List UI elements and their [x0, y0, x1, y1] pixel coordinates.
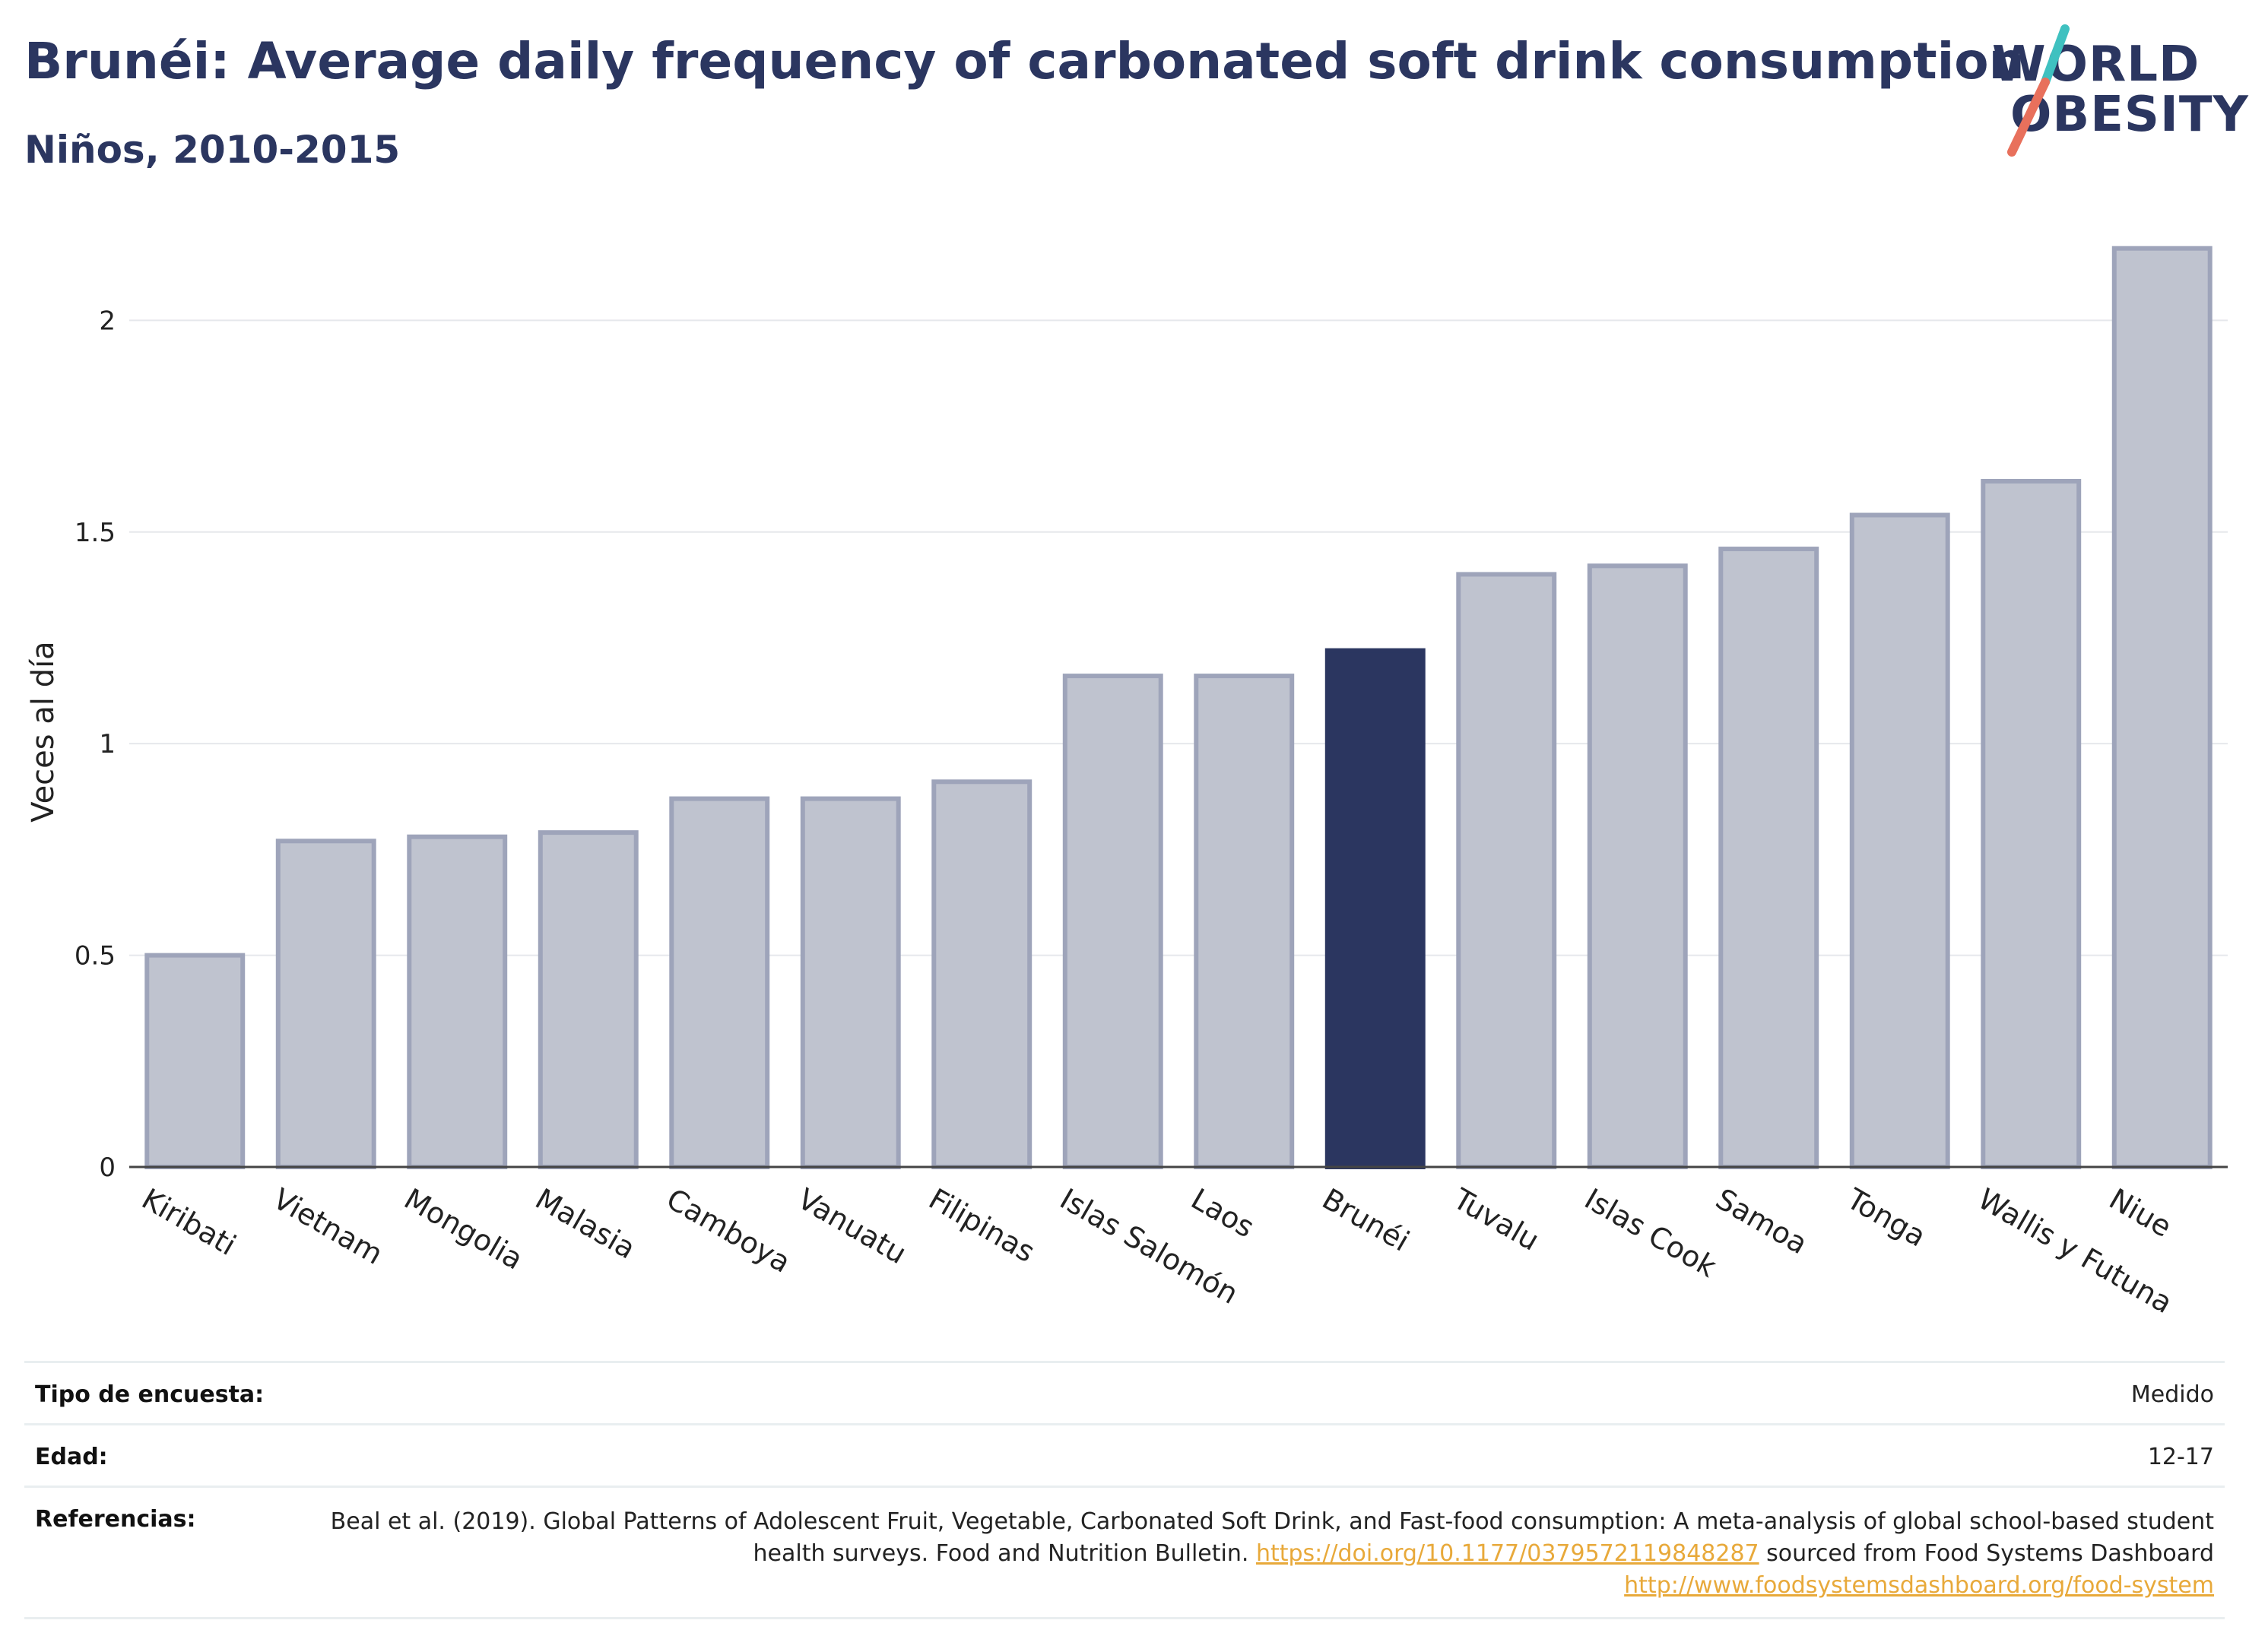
x-tick-label: Islas Cook [1579, 1182, 1722, 1284]
bar [1718, 547, 1819, 1169]
y-tick-label: 2 [99, 306, 116, 336]
logo-line-2: OBESITY [2010, 87, 2249, 143]
bar [407, 834, 508, 1169]
bar [1062, 674, 1163, 1169]
doi-link[interactable]: https://doi.org/10.1177/0379572119848287 [1255, 1540, 1759, 1567]
logo-slash-icon [2007, 24, 2070, 157]
y-tick-label: 0.5 [75, 941, 116, 972]
bar [1456, 572, 1557, 1170]
age-label: Edad: [35, 1444, 108, 1470]
x-tick-label: Tuvalu [1447, 1181, 1544, 1257]
y-tick-label: 1 [99, 729, 116, 759]
x-tick-label: Tonga [1841, 1181, 1931, 1253]
bar [1849, 512, 1950, 1169]
x-tick-label: Vietnam [268, 1182, 389, 1271]
x-tick-label: Malasia [530, 1182, 641, 1266]
bar-chart: 0 0.5 1 1.5 2 Veces al día Kiribati Vietnam Mong… [26, 246, 2228, 1320]
info-table: Tipo de encuesta: Medido Edad: 12-17 Ref… [24, 1361, 2225, 1619]
chart-subtitle: Niños, 2010-2015 [24, 128, 401, 172]
bar [1194, 674, 1295, 1169]
y-axis-label: Veces al día [26, 641, 61, 822]
x-tick-label: Kiribati [136, 1182, 242, 1262]
bar [1981, 478, 2082, 1170]
references-label: Referencias: [35, 1506, 196, 1533]
bar [144, 953, 246, 1169]
info-row-survey: Tipo de encuesta: Medido [24, 1361, 2225, 1423]
x-tick-label: Vanuatu [792, 1182, 912, 1270]
reference-source-text: sourced from Food Systems Dashboard [1766, 1540, 2214, 1567]
dashboard-link[interactable]: http://www.foodsystemsdashboard.org/food… [1624, 1572, 2214, 1599]
info-row-references: Referencias: Beal et al. (2019). Global … [24, 1486, 2225, 1619]
references-value: Beal et al. (2019). Global Patterns of A… [328, 1506, 2214, 1602]
x-tick-label: Niue [2104, 1182, 2178, 1244]
chart-title: Brunéi: Average daily frequency of carbo… [24, 32, 2025, 90]
bar [800, 796, 901, 1169]
x-tick-label: Samoa [1710, 1182, 1813, 1261]
y-tick-label: 0 [99, 1153, 116, 1183]
x-tick-label: Filipinas [923, 1182, 1040, 1269]
age-value: 12-17 [2147, 1444, 2214, 1470]
bar [669, 796, 770, 1169]
survey-type-label: Tipo de encuesta: [35, 1381, 265, 1408]
logo-line-1: WORLD [1992, 36, 2200, 93]
x-tick-label: Camboya [661, 1182, 796, 1279]
world-obesity-logo: WORLD OBESITY [1977, 23, 2248, 160]
bar [931, 779, 1033, 1170]
bar [1324, 648, 1426, 1169]
info-row-age: Edad: 12-17 [24, 1423, 2225, 1486]
bar [275, 839, 376, 1169]
bar [538, 830, 639, 1169]
y-tick-label: 1.5 [75, 518, 116, 548]
reference-text: Beal et al. (2019). Global Patterns of A… [330, 1508, 2214, 1567]
survey-type-value: Medido [2130, 1381, 2214, 1408]
bar [2111, 246, 2213, 1169]
x-tick-label: Mongolia [398, 1182, 528, 1276]
x-tick-label: Laos [1185, 1182, 1260, 1245]
x-tick-label: Brunéi [1317, 1182, 1415, 1258]
bar [1587, 563, 1688, 1169]
